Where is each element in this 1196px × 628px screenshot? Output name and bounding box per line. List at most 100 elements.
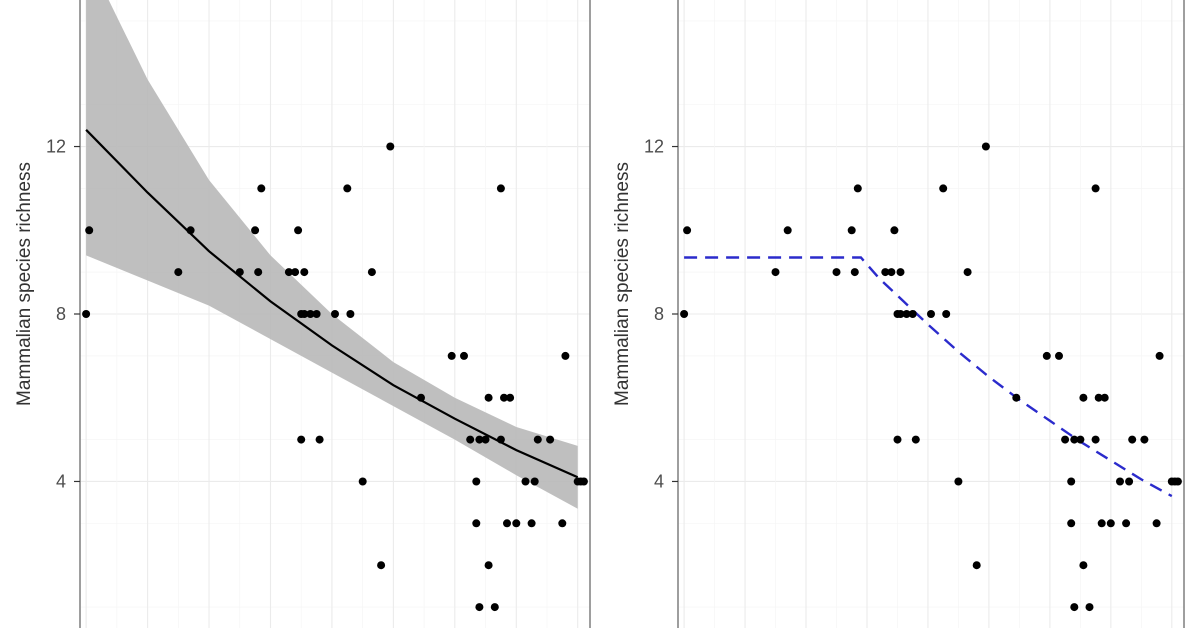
data-point (251, 226, 260, 235)
fit-line (85, 129, 579, 479)
data-point (174, 268, 183, 277)
data-point (254, 268, 263, 277)
data-point (527, 519, 536, 528)
data-point (954, 477, 963, 486)
y-tick-label: 12 (46, 137, 66, 157)
data-point (484, 561, 493, 570)
data-point (680, 310, 689, 318)
data-point (82, 310, 91, 318)
data-point (496, 184, 505, 193)
data-point (496, 435, 505, 444)
data-point (297, 435, 306, 444)
data-point (1155, 351, 1164, 360)
data-point (887, 268, 896, 277)
data-point (1091, 184, 1100, 193)
data-point (939, 184, 948, 193)
y-tick-label: 4 (654, 471, 664, 491)
y-tick-label: 8 (56, 304, 66, 324)
data-point (386, 142, 395, 151)
y-tick-label: 12 (644, 137, 664, 157)
data-point (475, 435, 484, 444)
plot-area (680, 142, 1182, 612)
data-point (896, 268, 905, 277)
chart-left: 4 8 12 Mammalian species richness (14, 0, 591, 628)
data-point (1012, 393, 1021, 402)
data-point (291, 268, 300, 277)
data-point (294, 226, 303, 235)
data-point (890, 226, 899, 235)
data-point (472, 519, 481, 528)
data-point (284, 268, 293, 277)
y-axis-title: Mammalian species richness (14, 162, 35, 406)
data-point (490, 603, 499, 612)
data-point (1106, 519, 1115, 528)
y-tick-label: 4 (56, 471, 66, 491)
data-point (358, 477, 367, 486)
data-point (1152, 519, 1161, 528)
fit-line (684, 256, 1173, 498)
data-point (343, 184, 352, 193)
data-point (331, 310, 339, 318)
data-point (312, 310, 321, 318)
data-point (881, 268, 890, 277)
data-point (832, 268, 841, 277)
data-point (927, 310, 935, 318)
data-point (503, 519, 511, 528)
data-point (472, 477, 481, 486)
data-point (1140, 435, 1149, 444)
data-point (1173, 477, 1182, 486)
data-point (300, 268, 309, 277)
data-point (911, 435, 920, 444)
data-point (475, 603, 484, 612)
data-point (896, 310, 905, 318)
data-point (1125, 477, 1134, 486)
data-point (346, 310, 355, 318)
data-point (235, 268, 244, 277)
y-axis-title: Mammalian species richness (612, 162, 633, 406)
data-point (908, 310, 917, 318)
data-point (972, 561, 981, 570)
data-point (1042, 351, 1051, 360)
data-point (512, 519, 521, 528)
data-point (850, 268, 859, 277)
data-point (300, 310, 309, 318)
data-point (847, 226, 856, 235)
data-point (315, 435, 324, 444)
data-point (481, 435, 490, 444)
data-point (377, 561, 386, 570)
data-point (417, 393, 425, 402)
data-point (1097, 519, 1106, 528)
data-point (306, 310, 315, 318)
data-point (1070, 603, 1079, 612)
data-point (1076, 435, 1085, 444)
data-point (1067, 477, 1076, 486)
data-point (981, 142, 990, 151)
data-point (893, 435, 902, 444)
data-point (533, 435, 542, 444)
data-point (579, 477, 588, 486)
data-point (85, 226, 94, 235)
data-point (257, 184, 266, 193)
data-point (1094, 393, 1103, 402)
data-point (561, 351, 570, 360)
data-point (942, 310, 951, 318)
y-tick-label: 8 (654, 304, 664, 324)
data-point (1061, 435, 1070, 444)
data-point (853, 184, 862, 193)
data-point (902, 310, 911, 318)
data-point (558, 519, 567, 528)
data-point (460, 351, 468, 360)
data-point (1122, 519, 1131, 528)
plot-area (82, 0, 588, 612)
data-point (1055, 351, 1063, 360)
data-point (546, 435, 555, 444)
data-point (783, 226, 792, 235)
data-point (1067, 519, 1076, 528)
data-point (500, 393, 508, 402)
data-point (1070, 435, 1079, 444)
data-point (367, 268, 376, 277)
data-point (1079, 561, 1088, 570)
data-point (1128, 435, 1137, 444)
data-point (1085, 603, 1094, 612)
